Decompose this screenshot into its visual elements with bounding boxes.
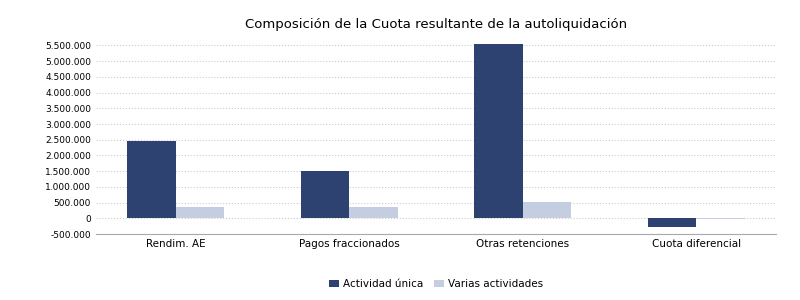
Bar xyxy=(175,207,224,218)
Bar xyxy=(127,141,175,218)
Bar xyxy=(474,44,523,218)
Bar xyxy=(523,202,571,218)
Bar xyxy=(648,218,697,227)
Bar xyxy=(697,218,745,219)
Title: Composición de la Cuota resultante de la autoliquidación: Composición de la Cuota resultante de la… xyxy=(245,18,627,31)
Bar xyxy=(349,207,398,218)
Legend: Actividad única, Varias actividades: Actividad única, Varias actividades xyxy=(324,275,548,293)
Bar xyxy=(301,170,349,218)
